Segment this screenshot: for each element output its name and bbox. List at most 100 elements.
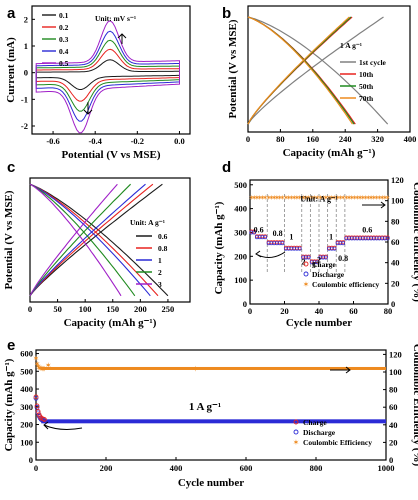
panel-b-ylabel: Potential (V vs MSE) — [227, 19, 239, 118]
panel-e-xtick-label: 800 — [310, 463, 323, 473]
panel-d-xtick-label: 80 — [384, 306, 393, 316]
panel-e-legend-marker — [293, 419, 299, 425]
panel-e-ce-point: ✶ — [33, 354, 40, 363]
panel-d-xtick-label: 0 — [248, 306, 252, 316]
panel-d-ce-point: ✶ — [251, 194, 257, 202]
panel-d-ce-point: ✶ — [262, 194, 268, 202]
panel-d-y2tick-label: 60 — [391, 237, 400, 247]
panel-e-ytick-label: 300 — [20, 402, 33, 412]
panel-d-y2tick-label: 120 — [391, 175, 404, 185]
panel-a-xtick-label: -0.6 — [46, 136, 59, 146]
panel-b-frame — [247, 5, 411, 133]
panel-d-ce-point: ✶ — [349, 194, 355, 202]
panel-d-ce-point: ✶ — [332, 194, 338, 202]
panel-b-legend-label: 50th — [359, 82, 374, 91]
panel-c-charge-4 — [29, 183, 118, 297]
panel-e-y2tick-label: 20 — [389, 437, 398, 447]
panel-d-ce-point: ✶ — [266, 194, 272, 202]
panel-e-y2tick-label: 0 — [389, 455, 393, 465]
panel-d-ce-point: ✶ — [271, 194, 277, 202]
panel-d-discharge-point — [332, 246, 337, 251]
panel-d-arrow-left-icon — [255, 250, 286, 258]
panel-d-legend-label: Coulombic efficiency — [312, 280, 380, 289]
panel-d-ce-point: ✶ — [352, 194, 358, 202]
panel-a-label: a — [7, 5, 16, 22]
panel-e-xtick-label: 400 — [170, 463, 183, 473]
panel-c-discharge-4 — [29, 183, 122, 297]
panel-d-ce-point: ✶ — [297, 194, 303, 202]
panel-d-rate-label: 1 — [329, 233, 333, 242]
panel-e-xtick-label: 600 — [240, 463, 253, 473]
panel-e-ce-point: ✶ — [39, 364, 46, 373]
panel-d-ytick-label: 500 — [234, 180, 247, 190]
panel-e-ytick-label: 400 — [20, 384, 33, 394]
panel-d-arrow-right-icon — [362, 201, 386, 209]
panel-e-y2tick-label: 60 — [389, 402, 398, 412]
panel-e-ytick-label: 600 — [20, 349, 33, 359]
panel-d-discharge-point — [323, 255, 328, 260]
panel-e-y2tick-label: 40 — [389, 420, 398, 430]
panel-c-xtick-label: 200 — [134, 304, 147, 314]
panel-b-discharge-1 — [247, 16, 356, 125]
panel-c-discharge-2 — [29, 183, 151, 297]
panel-d-ytick-label: 200 — [234, 251, 247, 261]
panel-c-xtick-label: 50 — [53, 304, 62, 314]
panel-d-ce-point: ✶ — [300, 194, 306, 202]
panel-e-ce-point: ✶ — [45, 361, 52, 370]
panel-a-xtick-label: -0.4 — [88, 136, 102, 146]
panel-d-y2tick-label: 0 — [391, 299, 395, 309]
panel-d-ylabel2: Coulombic efficiency (%) — [411, 182, 418, 302]
panel-d-ce-point: ✶ — [382, 194, 388, 202]
panel-c-legend-label: 0.6 — [158, 232, 168, 241]
panel-a-ytick-label: 0 — [24, 68, 28, 78]
panel-e-xlabel: Cycle number — [178, 477, 244, 489]
panel-d-ce-point: ✶ — [368, 194, 374, 202]
panel-c-xtick-label: 100 — [79, 304, 92, 314]
panel-b-charge-3 — [247, 16, 350, 125]
panel-d-ce-point: ✶ — [365, 194, 371, 202]
panel-b-legend-label: 70th — [359, 94, 374, 103]
panel-c-legend-label: 0.8 — [158, 244, 168, 253]
panel-d-ce-point: ✶ — [385, 194, 391, 202]
panel-e-legend-label: Coulombic Efficiency — [303, 438, 372, 447]
panel-d-ytick-label: 400 — [234, 204, 247, 214]
panel-d-xtick-label: 20 — [280, 306, 289, 316]
panel-a-ytick-label: 1 — [24, 41, 28, 51]
panel-d-ce-point: ✶ — [248, 194, 254, 202]
panel-a-legend-label: 0.3 — [59, 35, 69, 44]
panel-a-legend-label: 0.5 — [59, 59, 69, 68]
panel-a-arrow-up-icon — [117, 33, 127, 44]
panel-e-arrow-left-icon — [43, 421, 83, 430]
panel-a-xtick-label: -0.2 — [131, 136, 144, 146]
panel-d-ce-point: ✶ — [376, 194, 382, 202]
panel-e-charge-point — [42, 417, 47, 422]
panel-d-ce-point: ✶ — [371, 194, 377, 202]
panel-d-ce-point: ✶ — [277, 194, 283, 202]
panel-b-xtick-label: 400 — [404, 134, 417, 144]
panel-e-ce-point: ✶ — [192, 364, 199, 373]
panel-e-ylabel: Capacity (mAh g⁻¹) — [3, 358, 15, 451]
panel-c-xlabel: Capacity (mAh g⁻¹) — [64, 317, 157, 329]
panel-a-ytick-label: -2 — [21, 121, 28, 131]
panel-d-xtick-label: 60 — [349, 306, 358, 316]
panel-e-ytick-label: 200 — [20, 420, 33, 430]
panel-d-ce-point: ✶ — [254, 194, 260, 202]
panel-d-ce-point: ✶ — [346, 194, 352, 202]
panel-d-ce-point: ✶ — [279, 194, 285, 202]
panel-d-ce-point: ✶ — [309, 194, 315, 202]
panel-d-rate-label: 3 — [312, 261, 316, 270]
panel-e-frame — [35, 349, 387, 461]
panel-d-ytick-label: 100 — [234, 275, 247, 285]
panel-d-ce-point: ✶ — [283, 194, 289, 202]
panel-d-label: d — [222, 159, 231, 176]
panel-c-charge-2 — [29, 183, 146, 297]
panel-b-xtick-label: 320 — [371, 134, 384, 144]
panel-d-xtick-label: 40 — [315, 306, 324, 316]
panel-e-discharge-point — [42, 418, 47, 424]
panel-e-ytick-label: 0 — [29, 455, 33, 465]
panel-d-discharge-point — [263, 235, 268, 240]
panel-e-discharge-point — [33, 395, 39, 401]
panel-d-ce-point: ✶ — [360, 194, 366, 202]
panel-d-discharge-point — [297, 246, 302, 251]
